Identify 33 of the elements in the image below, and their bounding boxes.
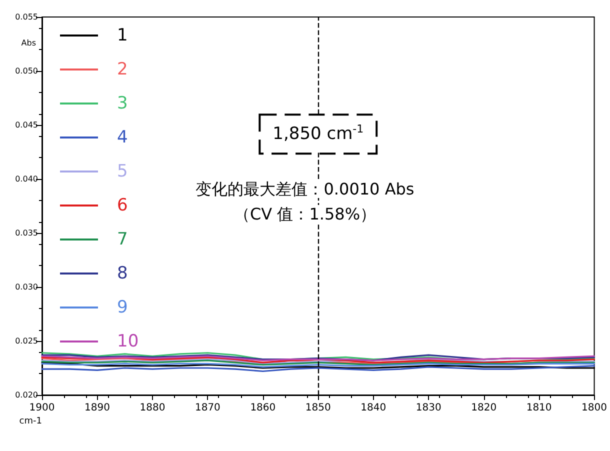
x-tick-label: 1820 — [471, 402, 497, 414]
legend-label: 7 — [117, 230, 128, 250]
x-tick-label: 1800 — [582, 402, 607, 414]
x-tick-label: 1850 — [305, 402, 331, 414]
y-tick-label: 0.035 — [15, 228, 38, 238]
x-tick-label: 1840 — [360, 402, 386, 414]
x-tick-label: 1890 — [84, 402, 110, 414]
x-tick-label: 1830 — [416, 402, 442, 414]
x-axis-title: cm-1 — [19, 416, 42, 426]
y-tick-label: 0.030 — [15, 282, 38, 292]
y-axis-title: Abs — [21, 38, 36, 48]
x-tick-label: 1870 — [194, 402, 220, 414]
legend-label: 1 — [117, 26, 128, 46]
y-tick-label: 0.020 — [15, 390, 38, 400]
x-tick-label: 1810 — [526, 402, 552, 414]
legend-label: 6 — [117, 196, 128, 216]
legend-label: 2 — [117, 60, 128, 80]
legend-label: 3 — [117, 94, 128, 114]
legend-label: 9 — [117, 298, 128, 318]
y-tick-label: 0.040 — [15, 174, 38, 184]
x-tick-label: 1860 — [250, 402, 276, 414]
legend-label: 8 — [117, 264, 128, 284]
annotation: （CV 值：1.58%） — [234, 204, 376, 224]
legend-label: 4 — [117, 128, 128, 148]
y-tick-label: 0.045 — [15, 120, 38, 130]
y-tick-label: 0.055 — [15, 12, 38, 22]
x-tick-label: 1900 — [29, 402, 55, 414]
legend-label: 5 — [117, 162, 128, 182]
y-tick-label: 0.050 — [15, 66, 38, 76]
legend-label: 10 — [117, 332, 139, 352]
x-tick-label: 1880 — [140, 402, 166, 414]
annotation: 变化的最大差值：0.0010 Abs — [196, 180, 414, 198]
y-tick-label: 0.025 — [15, 336, 38, 346]
